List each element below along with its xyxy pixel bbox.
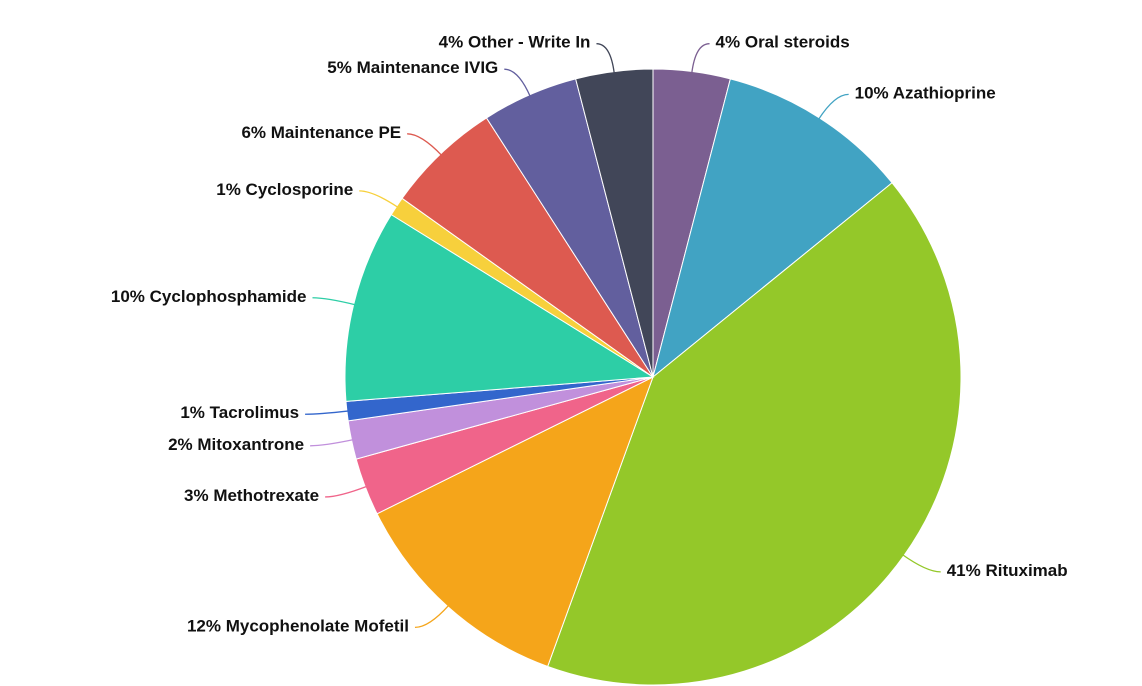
slice-label: 10% Azathioprine xyxy=(855,84,996,103)
value-label: 3% xyxy=(184,486,209,505)
value-label: 4% xyxy=(716,33,741,52)
leader-line xyxy=(596,43,615,74)
slice-label: 4% Oral steroids xyxy=(716,33,850,52)
category-label: Mitoxantrone xyxy=(197,435,304,454)
value-label: 5% xyxy=(327,59,352,78)
leader-line xyxy=(817,93,849,120)
slice-label: 10% Cyclophosphamide xyxy=(111,287,307,306)
category-label: Maintenance IVIG xyxy=(357,59,499,78)
leader-line xyxy=(312,297,356,306)
value-label: 6% xyxy=(241,123,266,142)
slice-label: 6% Maintenance PE xyxy=(241,123,401,142)
category-label: Azathioprine xyxy=(893,84,996,103)
category-label: Cyclophosphamide xyxy=(150,287,307,306)
value-label: 12% xyxy=(187,617,221,636)
leader-line xyxy=(691,43,710,74)
value-label: 4% xyxy=(439,33,464,52)
value-label: 41% xyxy=(947,561,981,580)
category-label: Other - Write In xyxy=(468,33,590,52)
leader-line xyxy=(305,410,349,415)
slice-label: 12% Mycophenolate Mofetil xyxy=(187,617,409,636)
slice-label: 41% Rituximab xyxy=(947,561,1068,580)
slice-label: 1% Tacrolimus xyxy=(180,404,299,423)
leader-line xyxy=(407,133,443,156)
value-label: 1% xyxy=(216,180,241,199)
slice-label: 4% Other - Write In xyxy=(439,33,591,52)
value-label: 10% xyxy=(855,84,889,103)
category-label: Tacrolimus xyxy=(210,404,299,423)
slice-label: 2% Mitoxantrone xyxy=(168,435,304,454)
category-label: Maintenance PE xyxy=(271,123,401,142)
slice-label: 1% Cyclosporine xyxy=(216,180,353,199)
value-label: 10% xyxy=(111,287,145,306)
leader-line xyxy=(310,439,354,447)
value-label: 2% xyxy=(168,435,193,454)
leader-line xyxy=(414,604,450,629)
category-label: Mycophenolate Mofetil xyxy=(226,617,409,636)
category-label: Oral steroids xyxy=(745,33,850,52)
value-label: 1% xyxy=(180,404,205,423)
leader-line xyxy=(504,68,531,97)
slice-label: 3% Methotrexate xyxy=(184,486,319,505)
leader-line xyxy=(325,485,368,498)
category-label: Cyclosporine xyxy=(246,180,354,199)
slice-label: 5% Maintenance IVIG xyxy=(327,59,498,78)
leader-line xyxy=(901,553,941,573)
category-label: Rituximab xyxy=(985,561,1067,580)
leader-line xyxy=(359,190,399,209)
category-label: Methotrexate xyxy=(213,486,319,505)
